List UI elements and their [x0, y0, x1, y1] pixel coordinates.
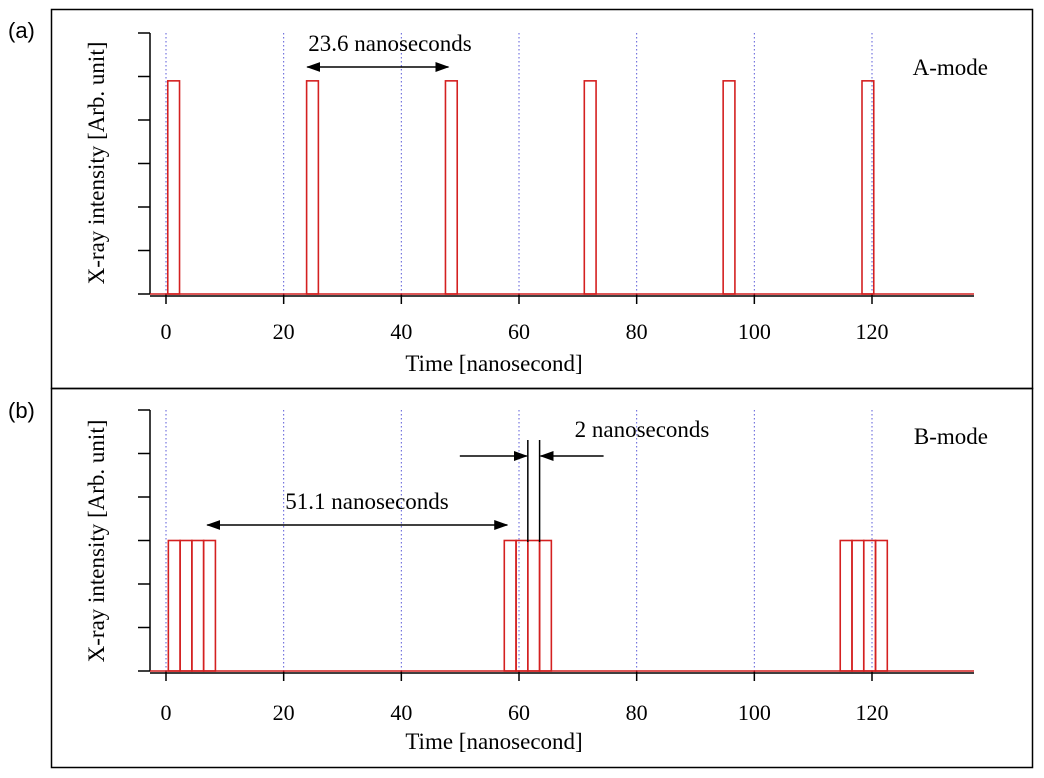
- panel-b-x-tick-label: 80: [626, 700, 648, 725]
- panel-a-x-tick-label: 0: [161, 319, 172, 344]
- panel-b-pulse: [167, 539, 181, 672]
- panel-b-pulse: [179, 539, 193, 672]
- panel-b-letter: (b): [8, 398, 35, 423]
- panel-b-xlabel: Time [nanosecond]: [405, 729, 582, 754]
- panel-b-pulse: [851, 539, 865, 672]
- panel-a-ylabel: X-ray intensity [Arb. unit]: [84, 42, 109, 285]
- panel-a-chart: 0 20 40 60 80 100 120 Time [nanosecond] X-ray …: [84, 31, 988, 376]
- panel-a-x-tick-label: 80: [626, 319, 648, 344]
- panel-a-x-tick-label: 100: [738, 319, 771, 344]
- panel-b-gridlines: [165, 410, 873, 671]
- panel-b-pulse: [839, 539, 853, 672]
- panel-b-pulse: [527, 539, 541, 672]
- panel-a-pulse: [305, 80, 320, 295]
- panel-a-x-tick-label: 20: [273, 319, 295, 344]
- panel-b-frame: [50, 387, 1034, 769]
- panel-b-pulse: [874, 539, 889, 672]
- panel-b-chart: 0 20 40 60 80 100 120 Time [nanosecond] X-ray …: [84, 409, 988, 754]
- panel-a-x-tick-label: 60: [508, 319, 530, 344]
- panel-b-pulse: [202, 539, 217, 672]
- panel-a-pulse: [583, 80, 597, 295]
- panel-b-pulse: [538, 539, 553, 672]
- panel-b-x-tick-label: 120: [856, 700, 889, 725]
- panel-b-x-tick-label: 60: [508, 700, 530, 725]
- panel-a-x-tick-label: 40: [390, 319, 412, 344]
- panel-b-pulse: [862, 539, 877, 672]
- panel-b-ticks: 0 20 40 60 80 100 120: [161, 671, 889, 725]
- panel-a-gridlines: [165, 33, 873, 294]
- panel-a-pulse: [722, 80, 736, 295]
- panel-a-xlabel: Time [nanosecond]: [405, 351, 582, 376]
- panel-b-axes: [138, 409, 974, 674]
- panel-a-letter: (a): [8, 18, 35, 43]
- panel-a-axes: [138, 32, 974, 297]
- panel-b-x-tick-label: 40: [390, 700, 412, 725]
- panel-b-pulse: [503, 539, 517, 672]
- panel-a-pulse: [861, 80, 875, 295]
- panel-a-pulses: [150, 80, 974, 295]
- panel-b-x-tick-label: 100: [738, 700, 771, 725]
- panel-b-annotations: [206, 440, 604, 542]
- panel-b-pulse: [191, 539, 205, 672]
- panel-a-ticks: 0 20 40 60 80 100 120: [161, 294, 889, 344]
- panel-a-pulse: [166, 80, 181, 295]
- panel-a-mode-label: A-mode: [913, 55, 988, 80]
- panel-a-x-tick-label: 120: [856, 319, 889, 344]
- panel-b-x-tick-label: 0: [161, 700, 172, 725]
- panel-b-pulses: [150, 539, 974, 672]
- panel-b-annotation-2-label: 2 nanoseconds: [575, 417, 710, 442]
- panel-b-mode-label: B-mode: [914, 424, 988, 449]
- panel-a-pulse: [444, 80, 459, 295]
- panel-b-ylabel: X-ray intensity [Arb. unit]: [84, 420, 109, 663]
- panel-b-pulse: [515, 539, 529, 672]
- panel-a-annotation-label: 23.6 nanoseconds: [308, 31, 472, 56]
- panel-b-annotation-1-label: 51.1 nanoseconds: [285, 489, 449, 514]
- panel-b-x-tick-label: 20: [273, 700, 295, 725]
